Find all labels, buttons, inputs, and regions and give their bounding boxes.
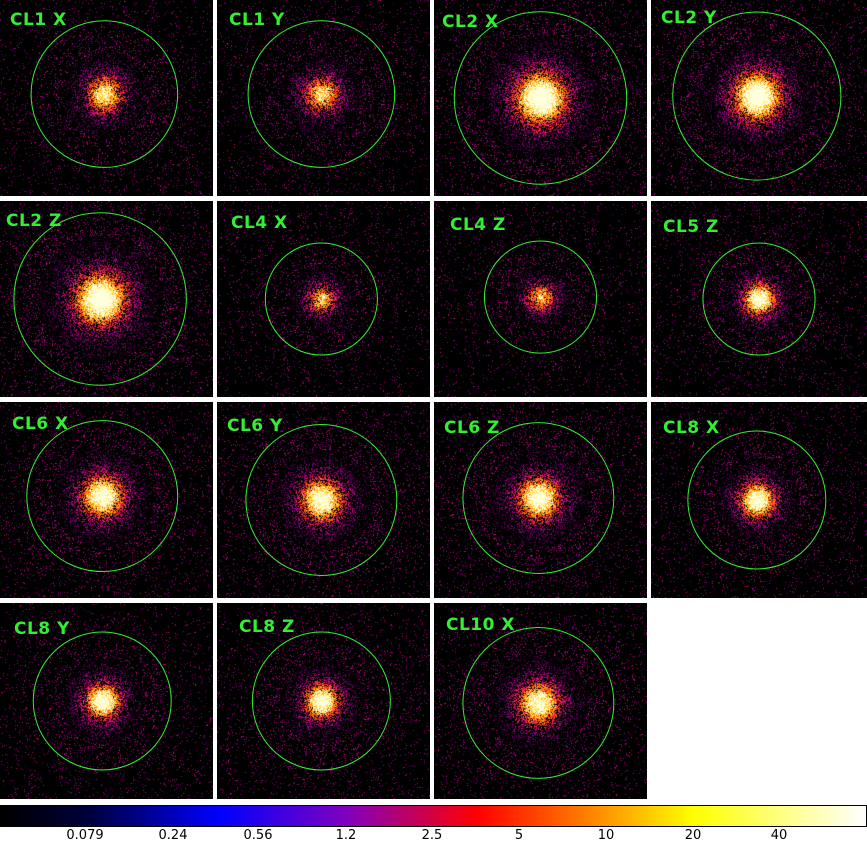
xray-image	[217, 402, 430, 598]
cluster-panel: CL2 X	[434, 0, 647, 196]
panel-label: CL2 Y	[661, 8, 717, 28]
cluster-panel: CL8 Y	[0, 603, 213, 799]
xray-image	[0, 201, 213, 397]
panel-label: CL2 X	[442, 12, 499, 32]
colorbar-tick-label: 0.079	[66, 828, 104, 843]
cluster-panel: CL4 X	[217, 201, 430, 397]
colorbar-tick-label: 5	[514, 828, 524, 843]
aperture-circle	[32, 631, 172, 771]
colorbar-tick-label: 20	[684, 828, 702, 843]
panel-label: CL8 Y	[14, 619, 70, 639]
xray-image	[217, 201, 430, 397]
aperture-circle	[462, 627, 615, 779]
colorbar-tick-label: 10	[597, 828, 615, 843]
colorbar-tick-label: 40	[770, 828, 788, 843]
aperture-circle	[264, 242, 378, 356]
xray-image	[434, 603, 647, 799]
xray-image	[434, 201, 647, 397]
aperture-circle	[247, 20, 396, 168]
colorbar-tick-label: 0.24	[158, 828, 188, 843]
cluster-panel: CL8 Z	[217, 603, 430, 799]
aperture-circle	[462, 422, 615, 574]
aperture-circle	[483, 240, 598, 354]
panel-label: CL4 Z	[450, 215, 506, 235]
colorbar-tick-label: 0.56	[243, 828, 273, 843]
xray-image	[0, 603, 213, 799]
aperture-circle	[13, 212, 187, 386]
cluster-panel: CL1 Y	[217, 0, 430, 196]
aperture-circle	[245, 424, 398, 576]
cluster-panel: CL8 X	[651, 402, 867, 598]
colorbar-area: 0.079 0.24 0.56 1.2 2.5 5 10 20 40	[0, 805, 867, 852]
colorbar-tick-label: 2.5	[421, 828, 443, 843]
aperture-circle	[453, 11, 628, 185]
xray-image	[434, 402, 647, 598]
image-grid: CL1 X CL1 Y CL2 X CL2 Y CL2 Z CL4 X CL4 Z CL5 Z…	[0, 0, 867, 799]
colorbar-tick-label: 1.2	[335, 828, 357, 843]
panel-label: CL4 X	[231, 213, 288, 233]
colorbar-gradient	[1, 806, 866, 826]
panel-label: CL5 Z	[663, 217, 719, 237]
aperture-circle	[702, 242, 816, 356]
panel-label: CL8 X	[663, 418, 720, 438]
panel-label: CL6 X	[12, 414, 69, 434]
cluster-panel: CL6 Y	[217, 402, 430, 598]
cluster-panel: CL1 X	[0, 0, 213, 196]
cluster-panel: CL2 Y	[651, 0, 867, 196]
cluster-panel: CL10 X	[434, 603, 647, 799]
cluster-panel: CL5 Z	[651, 201, 867, 397]
aperture-circle	[251, 631, 391, 771]
panel-label: CL10 X	[446, 615, 515, 635]
xray-image	[651, 201, 867, 397]
panel-label: CL8 Z	[239, 617, 295, 637]
cluster-panel: CL6 Z	[434, 402, 647, 598]
panel-label: CL6 Z	[444, 418, 500, 438]
panel-label: CL2 Z	[6, 211, 62, 231]
cluster-panel: CL6 X	[0, 402, 213, 598]
colorbar	[0, 805, 867, 827]
xray-image	[651, 402, 867, 598]
panel-label: CL1 X	[10, 10, 67, 30]
cluster-panel: CL2 Z	[0, 201, 213, 397]
panel-label: CL1 Y	[229, 10, 285, 30]
aperture-circle	[26, 420, 179, 573]
aperture-circle	[687, 430, 827, 570]
cluster-panel: CL4 Z	[434, 201, 647, 397]
xray-image	[434, 0, 647, 196]
panel-label: CL6 Y	[227, 416, 283, 436]
aperture-circle	[672, 11, 842, 181]
aperture-circle	[30, 20, 179, 168]
xray-image	[651, 0, 867, 196]
